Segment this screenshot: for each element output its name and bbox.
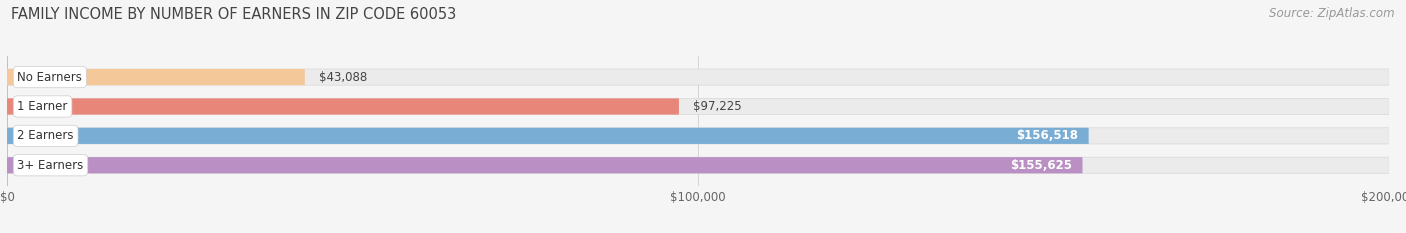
Text: FAMILY INCOME BY NUMBER OF EARNERS IN ZIP CODE 60053: FAMILY INCOME BY NUMBER OF EARNERS IN ZI… bbox=[11, 7, 457, 22]
FancyBboxPatch shape bbox=[7, 69, 1389, 85]
FancyBboxPatch shape bbox=[7, 98, 679, 115]
Text: $97,225: $97,225 bbox=[693, 100, 741, 113]
FancyBboxPatch shape bbox=[7, 128, 1088, 144]
FancyBboxPatch shape bbox=[7, 69, 305, 85]
Text: 2 Earners: 2 Earners bbox=[17, 129, 75, 142]
FancyBboxPatch shape bbox=[7, 98, 1389, 115]
FancyBboxPatch shape bbox=[7, 157, 1083, 173]
Text: 3+ Earners: 3+ Earners bbox=[17, 159, 83, 172]
Text: Source: ZipAtlas.com: Source: ZipAtlas.com bbox=[1270, 7, 1395, 20]
Text: $156,518: $156,518 bbox=[1017, 129, 1078, 142]
FancyBboxPatch shape bbox=[7, 157, 1389, 173]
Text: No Earners: No Earners bbox=[17, 71, 83, 84]
Text: $43,088: $43,088 bbox=[319, 71, 367, 84]
Text: 1 Earner: 1 Earner bbox=[17, 100, 67, 113]
Text: $155,625: $155,625 bbox=[1010, 159, 1073, 172]
FancyBboxPatch shape bbox=[7, 128, 1389, 144]
